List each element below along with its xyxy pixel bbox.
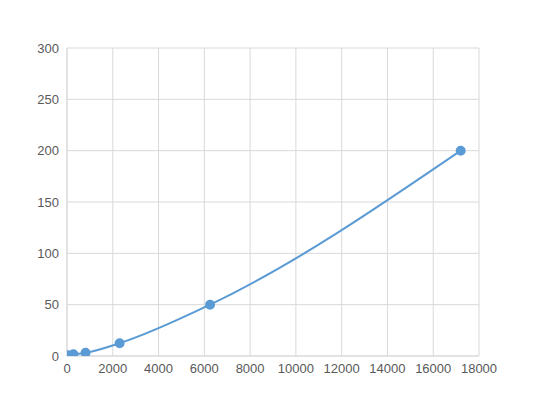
svg-text:0: 0 <box>52 349 59 364</box>
svg-text:100: 100 <box>37 246 59 261</box>
svg-text:16000: 16000 <box>415 361 451 376</box>
svg-text:6000: 6000 <box>190 361 219 376</box>
svg-text:200: 200 <box>37 143 59 158</box>
svg-text:250: 250 <box>37 92 59 107</box>
svg-text:10000: 10000 <box>278 361 314 376</box>
svg-text:300: 300 <box>37 41 59 56</box>
svg-text:50: 50 <box>45 297 59 312</box>
svg-text:8000: 8000 <box>236 361 265 376</box>
svg-text:18000: 18000 <box>461 361 497 376</box>
svg-text:2000: 2000 <box>98 361 127 376</box>
svg-text:12000: 12000 <box>324 361 360 376</box>
svg-text:150: 150 <box>37 195 59 210</box>
svg-text:0: 0 <box>63 361 70 376</box>
svg-text:14000: 14000 <box>369 361 405 376</box>
svg-text:4000: 4000 <box>144 361 173 376</box>
